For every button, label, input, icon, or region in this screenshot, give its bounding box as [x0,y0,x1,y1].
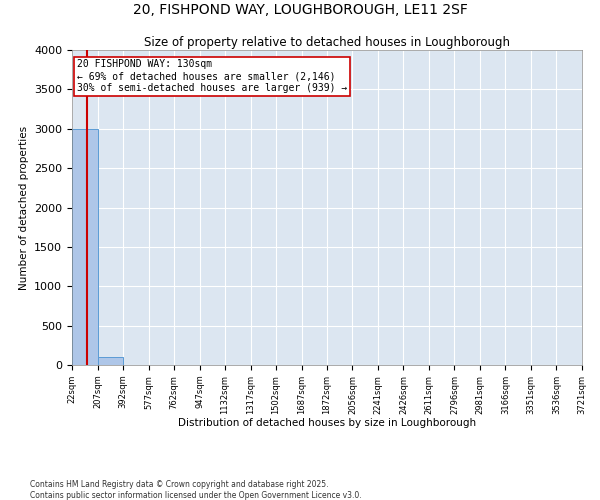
Bar [72,128,98,365]
X-axis label: Distribution of detached houses by size in Loughborough: Distribution of detached houses by size … [178,418,476,428]
Text: 20, FISHPOND WAY, LOUGHBOROUGH, LE11 2SF: 20, FISHPOND WAY, LOUGHBOROUGH, LE11 2SF [133,2,467,16]
Bar [98,357,123,365]
Y-axis label: Number of detached properties: Number of detached properties [19,126,29,290]
Text: 20 FISHPOND WAY: 130sqm
← 69% of detached houses are smaller (2,146)
30% of semi: 20 FISHPOND WAY: 130sqm ← 69% of detache… [77,60,347,92]
Text: Contains HM Land Registry data © Crown copyright and database right 2025.
Contai: Contains HM Land Registry data © Crown c… [30,480,362,500]
Title: Size of property relative to detached houses in Loughborough: Size of property relative to detached ho… [144,36,510,49]
